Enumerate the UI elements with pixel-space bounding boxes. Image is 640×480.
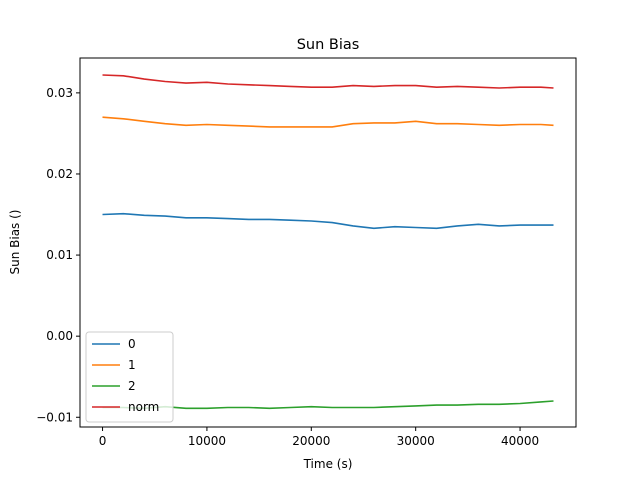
y-tick-label: 0.01: [46, 248, 73, 262]
series-line-0: [102, 212, 554, 230]
x-tick-label: 40000: [501, 434, 539, 448]
plot-frame: [79, 57, 577, 428]
legend-label: 1: [128, 358, 136, 372]
x-tick-label: 30000: [397, 434, 435, 448]
legend: 0 1 2 norm: [85, 331, 174, 423]
y-axis-label: Sun Bias (): [8, 210, 22, 275]
legend-box: [85, 331, 174, 423]
legend-label: 2: [128, 379, 136, 393]
x-tick-label: 20000: [292, 434, 330, 448]
x-tick-label: 0: [99, 434, 107, 448]
series-layer: [102, 74, 554, 410]
y-tick-label: 0.02: [46, 167, 73, 181]
y-axis-ticks: −0.01 0.00 0.01 0.02 0.03: [36, 86, 80, 424]
x-axis-ticks: 0 10000 20000 30000 40000: [99, 427, 539, 448]
series-line-1: [102, 116, 554, 128]
series-line-norm: [102, 74, 554, 89]
x-tick-label: 10000: [188, 434, 226, 448]
series-line-2: [102, 400, 554, 410]
y-tick-label: −0.01: [36, 410, 73, 424]
y-tick-label: 0.00: [46, 329, 73, 343]
legend-label: 0: [128, 337, 136, 351]
legend-label: norm: [128, 400, 159, 414]
y-tick-label: 0.03: [46, 86, 73, 100]
chart-title: Sun Bias: [297, 37, 360, 53]
x-axis-label: Time (s): [303, 457, 353, 471]
